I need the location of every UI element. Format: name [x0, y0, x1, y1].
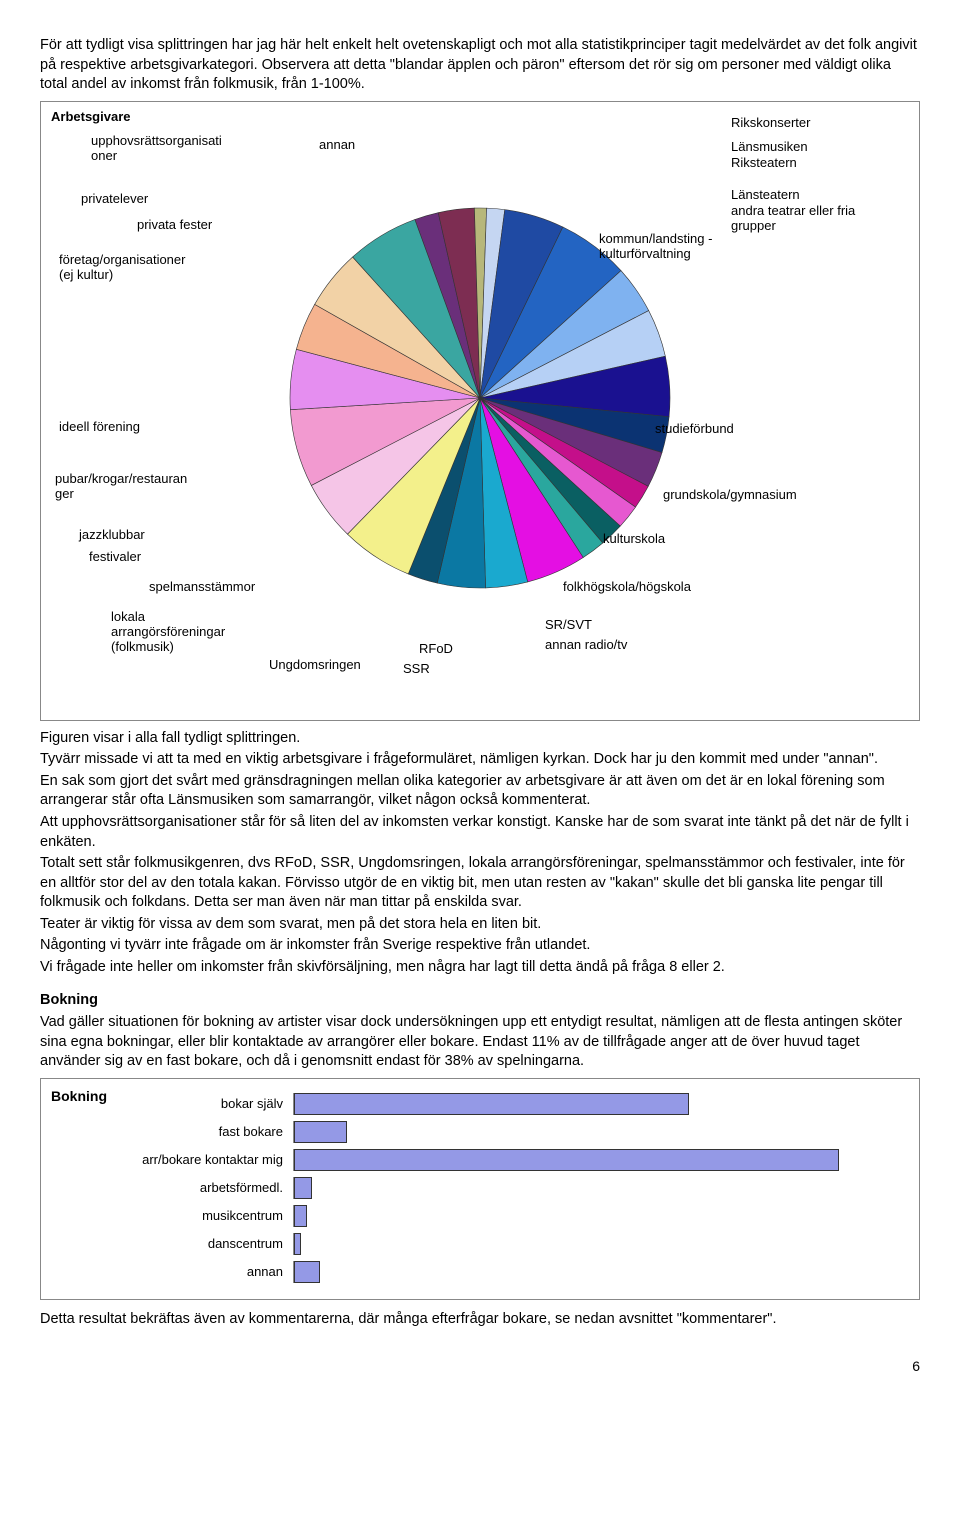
pie-label: ideell förening — [59, 420, 140, 435]
pie-label: annan — [319, 138, 355, 153]
bar-row: fast bokare — [123, 1121, 909, 1143]
pie-label: Ungdomsringen — [269, 658, 361, 673]
pie-label: upphovsrättsorganisationer — [91, 134, 222, 164]
intro-paragraph: För att tydligt visa splittringen har ja… — [40, 36, 920, 95]
body-paragraph: Någonting vi tyvärr inte frågade om är i… — [40, 936, 920, 956]
body-paragraph: En sak som gjort det svårt med gränsdrag… — [40, 772, 920, 811]
pie-label: festivaler — [89, 550, 141, 565]
pie-label: Arbetsgivare — [51, 110, 130, 125]
closing-paragraph: Detta resultat bekräftas även av komment… — [40, 1310, 920, 1330]
pie-label: RFoD — [419, 642, 453, 657]
pie-label: folkhögskola/högskola — [563, 580, 691, 595]
pie-label: grundskola/gymnasium — [663, 488, 797, 503]
pie-label: Rikskonserter — [731, 116, 810, 131]
bar-row: annan — [123, 1261, 909, 1283]
bar-chart-title: Bokning — [51, 1087, 107, 1106]
bar-row: arbetsförmedl. — [123, 1177, 909, 1199]
pie-label: studieförbund — [655, 422, 734, 437]
body-paragraph: Totalt sett står folkmusikgenren, dvs RF… — [40, 854, 920, 913]
pie-label: företag/organisationer(ej kultur) — [59, 253, 185, 283]
bar-label: arr/bokare kontaktar mig — [123, 1151, 293, 1169]
pie-label: annan radio/tv — [545, 638, 627, 653]
bar-track — [293, 1121, 909, 1143]
bar-label: musikcentrum — [123, 1207, 293, 1225]
bar-fill — [294, 1233, 301, 1255]
bar-label: arbetsförmedl. — [123, 1179, 293, 1197]
body-paragraph: Tyvärr missade vi att ta med en viktig a… — [40, 750, 920, 770]
bar-chart-container: Bokning bokar själv fast bokare arr/bokare… — [40, 1078, 920, 1300]
bar-track — [293, 1093, 909, 1115]
pie-label: kommun/landsting -kulturförvaltning — [599, 232, 712, 262]
bar-label: fast bokare — [123, 1123, 293, 1141]
bar-track — [293, 1233, 909, 1255]
body-paragraph: Teater är viktig för vissa av dem som sv… — [40, 915, 920, 935]
bar-label: danscentrum — [123, 1235, 293, 1253]
pie-chart-container: Arbetsgivare upphovsrättsorganisationer an… — [40, 101, 920, 721]
bar-fill — [294, 1121, 347, 1143]
pie-label: lokalaarrangörsföreningar(folkmusik) — [111, 610, 225, 655]
bar-track — [293, 1177, 909, 1199]
bar-label: annan — [123, 1263, 293, 1281]
bar-row: arr/bokare kontaktar mig — [123, 1149, 909, 1171]
pie-label: kulturskola — [603, 532, 665, 547]
bar-fill — [294, 1093, 689, 1115]
bar-fill — [294, 1205, 307, 1227]
bar-row: danscentrum — [123, 1233, 909, 1255]
pie-label: privatelever — [81, 192, 148, 207]
body-paragraph: Att upphovsrättsorganisationer står för … — [40, 813, 920, 852]
pie-label: Riksteatern — [731, 156, 797, 171]
bar-track — [293, 1205, 909, 1227]
pie-label: spelmansstämmor — [149, 580, 255, 595]
pie-label: andra teatrar eller friagrupper — [731, 204, 855, 234]
bar-track — [293, 1261, 909, 1283]
body-paragraph: Vi frågade inte heller om inkomster från… — [40, 958, 920, 978]
pie-label: pubar/krogar/restauranger — [55, 472, 187, 502]
pie-label: jazzklubbar — [79, 528, 145, 543]
pie-label: Länsmusiken — [731, 140, 808, 155]
pie-label: privata fester — [137, 218, 212, 233]
page-number: 6 — [40, 1357, 920, 1376]
bokning-heading: Bokning — [40, 991, 920, 1011]
bar-fill — [294, 1177, 312, 1199]
pie-label: SR/SVT — [545, 618, 592, 633]
pie-label: Länsteatern — [731, 188, 800, 203]
bar-label: bokar själv — [123, 1095, 293, 1113]
bar-fill — [294, 1149, 839, 1171]
bar-row: bokar själv — [123, 1093, 909, 1115]
body-paragraph: Figuren visar i alla fall tydligt splitt… — [40, 729, 920, 749]
bar-track — [293, 1149, 909, 1171]
body-text-block: Figuren visar i alla fall tydligt splitt… — [40, 729, 920, 978]
bokning-intro: Vad gäller situationen för bokning av ar… — [40, 1013, 920, 1072]
bar-row: musikcentrum — [123, 1205, 909, 1227]
bar-fill — [294, 1261, 320, 1283]
pie-label: SSR — [403, 662, 430, 677]
